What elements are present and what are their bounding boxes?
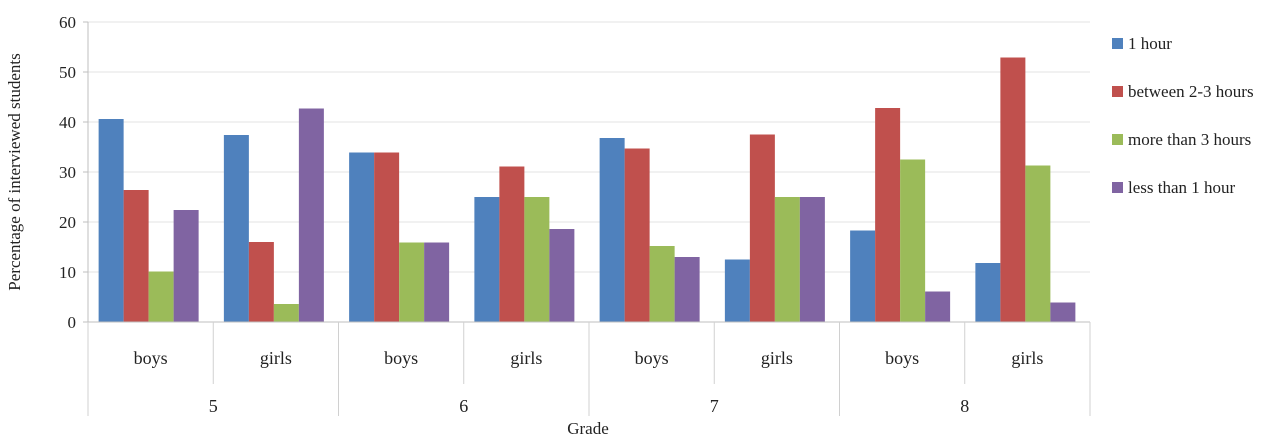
- bar: [624, 148, 650, 322]
- legend-label: 1 hour: [1128, 34, 1172, 53]
- bar: [474, 197, 500, 322]
- bar: [248, 242, 274, 322]
- category-label: girls: [260, 348, 292, 368]
- bar: [1050, 302, 1076, 322]
- y-tick-label: 40: [59, 113, 76, 132]
- bar: [223, 135, 249, 322]
- bar: [549, 229, 575, 322]
- legend-swatch: [1112, 86, 1123, 97]
- legend-label: more than 3 hours: [1128, 130, 1251, 149]
- legend-item: between 2-3 hours: [1112, 82, 1254, 101]
- bar: [749, 134, 775, 322]
- category-label: girls: [510, 348, 542, 368]
- y-tick-label: 0: [68, 313, 77, 332]
- bar: [674, 257, 700, 322]
- legend: 1 hour between 2-3 hours more than 3 hours…: [1112, 34, 1254, 197]
- bar: [148, 271, 174, 322]
- legend-swatch: [1112, 182, 1123, 193]
- bar: [925, 291, 951, 322]
- y-axis-title: Percentage of interviewed students: [5, 53, 24, 290]
- bar: [850, 230, 876, 322]
- bar: [349, 152, 375, 322]
- legend-label: less than 1 hour: [1128, 178, 1236, 197]
- bar: [1025, 165, 1051, 322]
- bar: [524, 197, 550, 322]
- bar: [1000, 57, 1026, 322]
- bar: [374, 152, 400, 322]
- y-tick-label: 10: [59, 263, 76, 282]
- axes: [83, 21, 1091, 416]
- y-tick-label: 50: [59, 63, 76, 82]
- legend-item: less than 1 hour: [1112, 178, 1236, 197]
- group-label: 6: [459, 396, 468, 416]
- category-label: girls: [761, 348, 793, 368]
- category-label: boys: [384, 348, 418, 368]
- group-label: 5: [209, 396, 218, 416]
- bar: [649, 246, 675, 322]
- y-tick-label: 60: [59, 13, 76, 32]
- bar: [499, 166, 525, 322]
- bar: [98, 119, 124, 322]
- bar: [399, 242, 425, 322]
- y-tick-label: 30: [59, 163, 76, 182]
- bar: [298, 108, 324, 322]
- bar: [424, 242, 450, 322]
- bars: [98, 57, 1076, 322]
- bar: [273, 304, 299, 322]
- y-tick-label: 20: [59, 213, 76, 232]
- category-label: boys: [635, 348, 669, 368]
- axis-labels: 0 10 20 30 40 50 60 boys girls boys girls boys girls…: [59, 13, 1043, 416]
- bar: [123, 190, 149, 322]
- bar: [975, 263, 1001, 322]
- legend-item: 1 hour: [1112, 34, 1172, 53]
- category-label: boys: [885, 348, 919, 368]
- bar: [799, 197, 825, 322]
- legend-label: between 2-3 hours: [1128, 82, 1254, 101]
- legend-item: more than 3 hours: [1112, 130, 1251, 149]
- legend-swatch: [1112, 38, 1123, 49]
- bar: [724, 259, 750, 322]
- bar: [599, 138, 625, 322]
- bar: [900, 159, 926, 322]
- bar: [875, 108, 901, 322]
- bar: [173, 210, 199, 322]
- x-axis-title: Grade: [567, 419, 609, 438]
- group-label: 8: [960, 396, 969, 416]
- group-label: 7: [710, 396, 719, 416]
- bar: [774, 197, 800, 322]
- category-label: boys: [134, 348, 168, 368]
- legend-swatch: [1112, 134, 1123, 145]
- category-label: girls: [1011, 348, 1043, 368]
